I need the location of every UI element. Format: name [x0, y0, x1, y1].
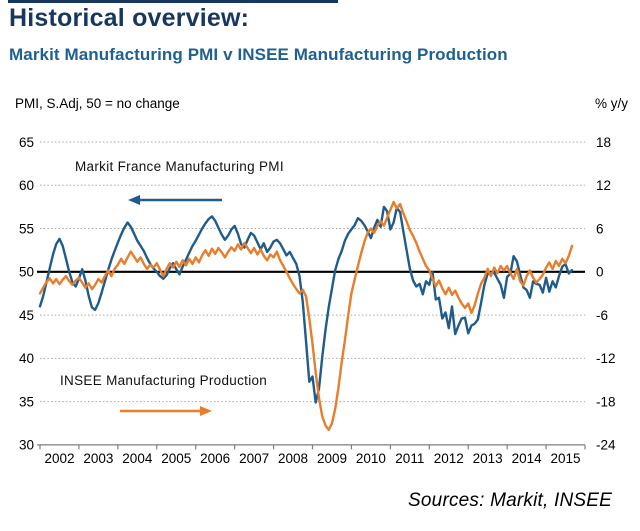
x-axis-year-label: 2009: [317, 451, 347, 466]
left-axis-tick-label: 45: [19, 308, 34, 323]
left-axis-tick-label: 40: [19, 351, 34, 366]
right-axis-tick-label: -24: [596, 438, 616, 453]
annotation-insee-production-label: INSEE Manufacturing Production: [60, 373, 268, 388]
x-axis-year-label: 2015: [551, 451, 581, 466]
x-axis-year-label: 2005: [161, 451, 191, 466]
x-axis-year-label: 2011: [395, 451, 424, 466]
page-title: Historical overview:: [9, 4, 250, 32]
right-axis-tick-label: 0: [596, 265, 604, 280]
x-axis-year-label: 2004: [122, 451, 153, 466]
insee-line-series: [38, 200, 574, 431]
right-axis-tick-label: 6: [596, 221, 604, 236]
pmi-line-series: [38, 205, 574, 404]
x-axis-year-label: 2006: [200, 451, 230, 466]
x-axis-year-label: 2013: [473, 451, 503, 466]
left-axis-tick-label: 50: [19, 265, 34, 280]
insee-right-arrow-head: [200, 406, 212, 416]
right-axis-tick-label: -12: [596, 351, 616, 366]
x-axis-year-label: 2008: [278, 451, 308, 466]
left-axis-caption: PMI, S.Adj, 50 = no change: [15, 96, 180, 111]
left-axis-tick-label: 65: [19, 135, 34, 150]
right-axis-tick-label: 12: [596, 178, 611, 193]
left-axis-tick-label: 35: [19, 394, 34, 409]
markit-left-arrow-head: [128, 195, 140, 205]
top-edge-artifact: [8, 0, 338, 3]
right-axis-tick-label: -6: [596, 308, 608, 323]
x-axis-year-label: 2003: [83, 451, 113, 466]
x-axis-year-label: 2002: [44, 451, 74, 466]
left-axis-tick-label: 30: [19, 438, 34, 453]
source-note: Sources: Markit, INSEE: [408, 490, 612, 511]
chart-subtitle: Markit Manufacturing PMI v INSEE Manufac…: [9, 45, 508, 64]
left-axis-tick-label: 60: [19, 178, 34, 193]
x-axis-year-label: 2007: [239, 451, 269, 466]
x-axis-year-label: 2010: [356, 451, 386, 466]
x-axis-year-label: 2014: [512, 451, 543, 466]
x-axis-year-label: 2012: [434, 451, 464, 466]
right-axis-tick-label: 18: [596, 135, 611, 150]
right-axis-caption: % y/y: [594, 96, 628, 111]
annotation-markit-pmi-label: Markit France Manufacturing PMI: [75, 159, 284, 174]
left-axis-tick-label: 55: [19, 221, 34, 236]
right-axis-tick-label: -18: [596, 394, 616, 409]
